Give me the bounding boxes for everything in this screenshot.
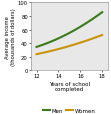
Y-axis label: Average income
(thousands of dollars): Average income (thousands of dollars) (5, 8, 16, 66)
Men (39, 46, 40, 47)
Men (98, 15, 100, 16)
Women (53, 50, 55, 51)
Men (102, 12, 103, 14)
Men (40, 45, 41, 47)
Men (48, 42, 49, 44)
Line: Women: Women (37, 36, 102, 55)
Women (40, 53, 41, 55)
Men (96, 16, 97, 18)
Women (48, 51, 49, 53)
Women (98, 36, 100, 38)
Men (53, 40, 55, 42)
Women (39, 53, 40, 55)
Women (96, 37, 97, 38)
Legend: Men, Women: Men, Women (44, 108, 95, 113)
Women (36, 54, 37, 55)
Men (36, 47, 37, 48)
Women (102, 35, 103, 36)
Line: Men: Men (37, 13, 102, 48)
X-axis label: Years of school
completed: Years of school completed (49, 81, 90, 92)
